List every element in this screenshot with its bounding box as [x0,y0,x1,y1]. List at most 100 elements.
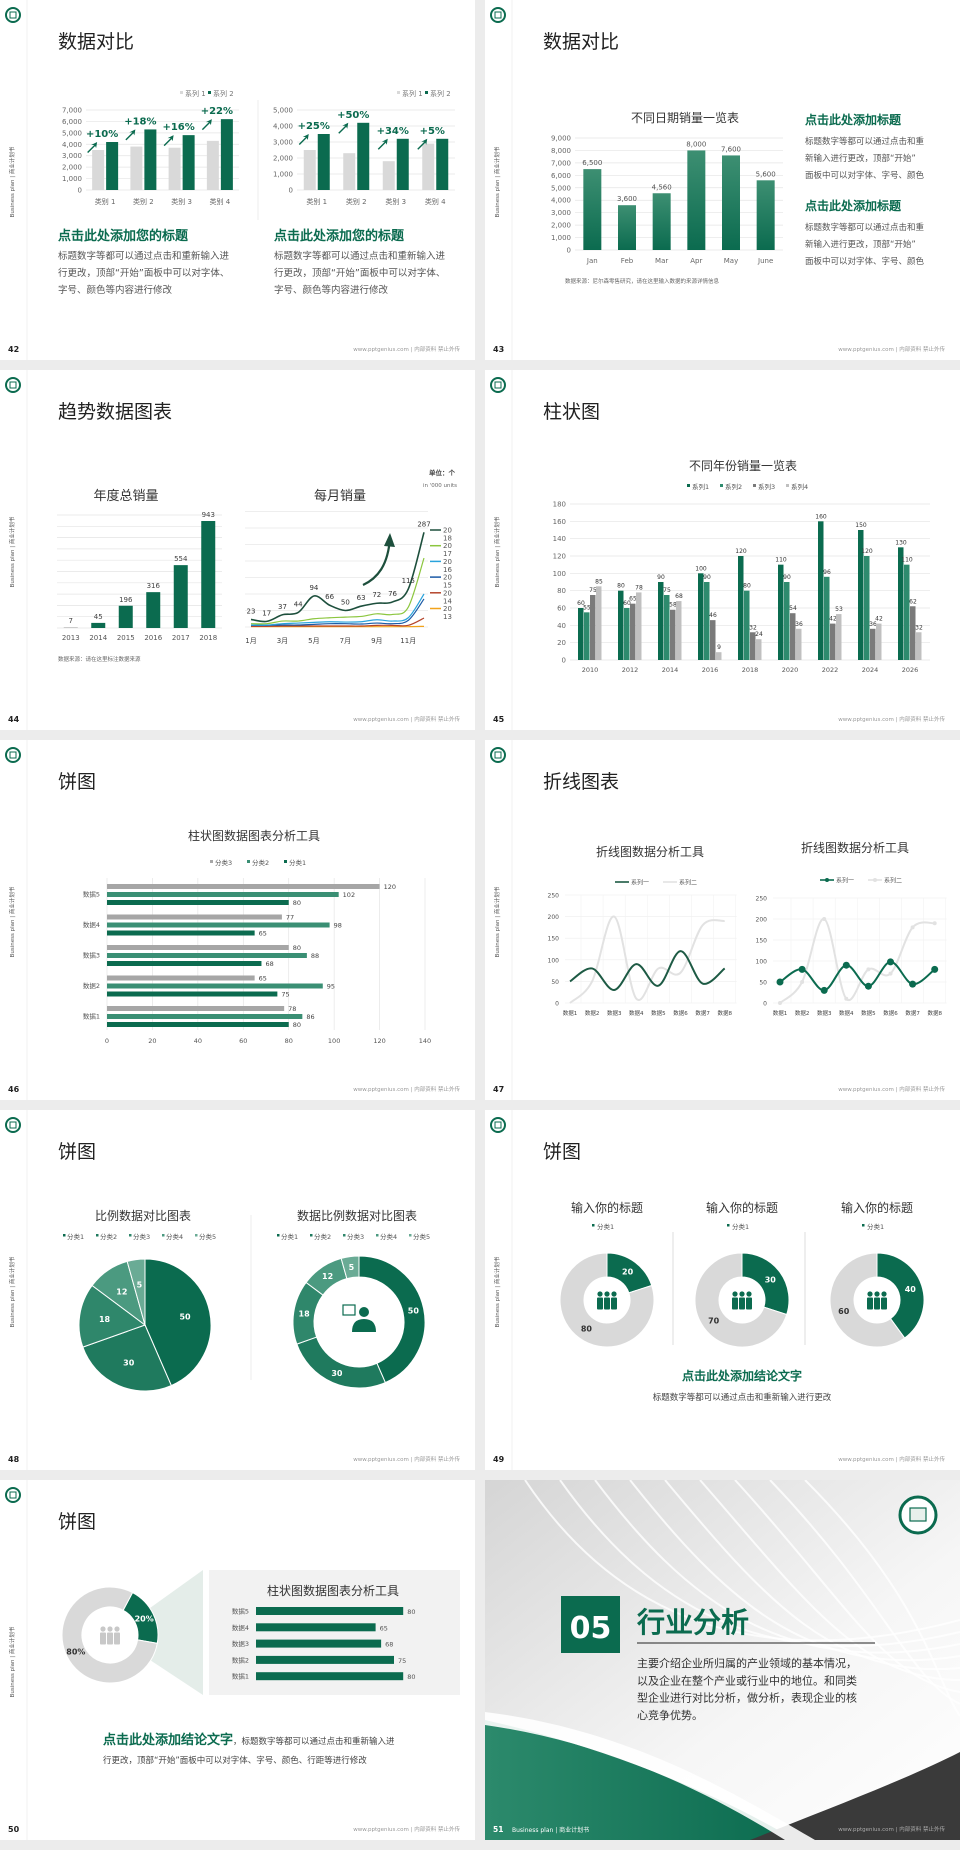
bar [107,914,282,920]
page-number: 50 [8,1825,20,1834]
legend-swatch [96,1234,99,1237]
data-label: 110 [775,557,787,564]
chart-title: 不同年份销量一览表 [689,458,797,473]
data-label: 150 [855,522,867,529]
slide-46[interactable]: Business plan | 商业计划书 饼图 46 www.pptgenius.c… [0,740,475,1100]
conclusion-body: ，标题数字等都可以通过点击和重新输入进 [233,1736,395,1747]
white-wave [485,1712,815,1840]
side-label: Business plan | 商业计划书 [8,146,16,217]
x-tick-label: 2015 [117,634,135,642]
bar [670,609,676,660]
arrow-up-right-icon [298,134,309,145]
y-tick-label: 140 [553,535,566,543]
data-point [887,958,894,966]
growth-annotation: +25% [298,121,330,132]
data-label: 36 [869,621,877,628]
data-label: 66 [325,593,334,601]
slice-label: 60 [838,1307,850,1316]
legend-swatch [687,484,690,487]
legend-swatch [180,91,183,94]
slide-42[interactable]: Business plan | 商业计划书 数据对比 42 www.pptgenius… [0,0,475,360]
block-body-line: 字号、颜色等内容进行修改 [58,284,173,296]
data-label: 85 [595,578,603,585]
bar [107,1022,289,1027]
data-label: 68 [385,1641,393,1649]
slide-50[interactable]: Business plan | 商业计划书 饼图 50 www.pptgenius.c… [0,1480,475,1840]
data-label: 96 [823,569,831,576]
slice-label: 5 [137,1280,143,1289]
data-label: 77 [286,914,294,922]
data-label: 76 [388,590,397,598]
legend-marker [825,878,829,882]
x-tick-label: 2022 [822,666,839,674]
series-line [250,598,425,626]
data-point [842,961,850,969]
bar [382,161,395,190]
data-label: 130 [895,539,907,546]
legend-swatch [720,484,723,487]
y-tick-label: 4,000 [273,123,293,131]
bar [710,620,716,660]
data-label: 58 [669,602,677,609]
series-line [569,950,726,992]
slide-43[interactable]: Business plan | 商业计划书 数据对比 43 www.pptgenius… [485,0,960,360]
data-label: 54 [789,605,797,612]
slide-45[interactable]: Business plan | 商业计划书 柱状图 45 www.pptgenius.… [485,370,960,730]
data-label: 32 [915,624,923,631]
y-tick-label: 数据5 [232,1607,249,1616]
y-tick-label: 250 [756,896,768,903]
data-label: 68 [265,960,273,968]
y-tick-label: 1,000 [273,171,293,179]
block-body-line: 新输入进行更改，顶部“开始” [805,153,916,164]
slide-47[interactable]: Business plan | 商业计划书 折线图表 47 www.pptgenius… [485,740,960,1100]
bar [206,140,219,190]
slide-51[interactable]: 05 行业分析 主要介绍企业所归属的产业领域的基本情况， 以及企业在整个产业或行业中的… [485,1480,960,1840]
bar [618,205,636,250]
legend-label: 分类2 [314,1232,331,1241]
slide-title: 数据对比 [543,31,619,53]
legend-label: 20 18 [443,527,452,543]
data-label: 943 [202,511,215,519]
bar [107,922,330,928]
bar [722,155,740,250]
legend-label: 系列 2 [213,89,234,98]
bar [357,122,370,190]
chart-title: 年度总销量 [93,488,158,504]
footer-text: www.pptgenius.com | 内部资料 禁止外传 [353,1455,460,1463]
legend-label: 系列2 [725,482,742,491]
slide-48[interactable]: Business plan | 商业计划书 饼图 48 www.pptgenius.c… [0,1110,475,1470]
y-tick-label: 160 [553,518,566,526]
slide-49[interactable]: Business plan | 商业计划书 饼图 49 www.pptgenius.c… [485,1110,960,1470]
conclusion-body-line2: 行更改，顶部“开始”面板中可以对字体、字号、颜色、行距等进行修改 [103,1755,367,1766]
slide-44[interactable]: Business plan | 商业计划书 趋势数据图表 44 www.pptgeni… [0,370,475,730]
data-point [888,971,893,976]
y-tick-label: 数据2 [83,981,100,990]
x-tick-label: 60 [239,1037,247,1045]
decorative-curve [559,1480,960,1648]
data-label: 75 [589,587,597,594]
bar [583,169,602,250]
section-title: 行业分析 [636,1606,749,1639]
pie-slice [126,1258,146,1326]
x-tick-label: 2016 [144,634,162,642]
growth-annotation: +18% [124,116,156,127]
data-label: 68 [675,593,683,600]
data-point [844,996,849,1001]
page-number: 44 [8,715,20,724]
data-label: 60 [577,600,585,607]
y-tick-label: 100 [553,570,566,578]
data-label: 196 [119,596,133,604]
legend-label: 系列一 [836,877,854,885]
data-source-note: 数据来源：请在这里标注数据来源 [58,655,141,663]
bar [201,521,216,628]
y-tick-label: 80 [557,587,566,595]
bar [664,595,670,660]
green-wave [485,1720,795,1840]
bar [107,892,339,897]
bar [738,556,744,660]
x-tick-label: 类别 1 [306,197,327,206]
section-description-line: 心竞争优势。 [637,1708,703,1722]
x-tick-label: 2014 [89,634,107,642]
slice-label: 30 [123,1359,135,1368]
chart-title: 数据比例数据对比图表 [297,1208,417,1223]
